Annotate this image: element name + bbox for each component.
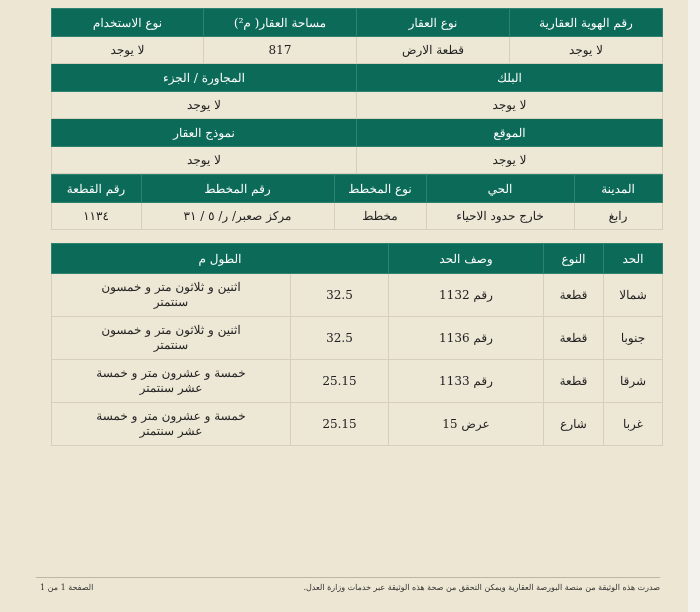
value-row: لا يوجد لا يوجد bbox=[51, 91, 663, 119]
footer-divider bbox=[36, 577, 660, 578]
boundary-length: 32.5 bbox=[290, 273, 389, 317]
value-row: لا يوجد قطعة الارض 817 لا يوجد bbox=[51, 36, 663, 64]
header-cell: نوع الاستخدام bbox=[51, 8, 204, 37]
footer-note: صدرت هذه الوثيقة من منصة البورصة العقاري… bbox=[303, 583, 660, 592]
boundary-length: 25.15 bbox=[290, 402, 389, 446]
boundary-desc: رقم 1132 bbox=[388, 273, 544, 317]
boundary-length-text: خمسة و عشرون متر و خمسة عشر سنتمتر bbox=[51, 359, 291, 403]
value-cell: لا يوجد bbox=[356, 146, 663, 174]
boundary-type: قطعة bbox=[543, 316, 604, 360]
location-table: المدينة الحي نوع المخطط رقم المخطط رقم ا… bbox=[50, 174, 663, 230]
boundary-type: قطعة bbox=[543, 273, 604, 317]
header-cell: الطول م bbox=[51, 243, 389, 274]
header-row: رقم الهوية العقارية نوع العقار مساحة الع… bbox=[51, 8, 663, 37]
boundary-length: 25.15 bbox=[290, 359, 389, 403]
boundary-row: جنوبا قطعة رقم 1136 32.5 اثنين و ثلاثون متر … bbox=[51, 316, 663, 360]
header-cell: رقم القطعة bbox=[50, 174, 142, 203]
value-row: رابغ خارج حدود الاحياء مخطط مركز صعبر/ ر… bbox=[50, 202, 663, 230]
header-row: الحد النوع وصف الحد الطول م bbox=[51, 243, 663, 274]
header-cell: رقم الهوية العقارية bbox=[509, 8, 663, 37]
value-row: لا يوجد لا يوجد bbox=[51, 146, 663, 174]
boundaries-table: الحد النوع وصف الحد الطول م شمالا قطعة رقم… bbox=[51, 243, 663, 446]
boundary-type: قطعة bbox=[543, 359, 604, 403]
boundary-row: شمالا قطعة رقم 1132 32.5 اثنين و ثلاثون متر … bbox=[51, 273, 663, 317]
header-cell: مساحة العقار( م²) bbox=[203, 8, 357, 37]
boundary-desc: عرض 15 bbox=[388, 402, 544, 446]
header-cell: الحد bbox=[603, 243, 663, 274]
page-edge bbox=[688, 0, 700, 612]
header-row: المدينة الحي نوع المخطط رقم المخطط رقم ا… bbox=[50, 174, 663, 203]
header-cell: الحي bbox=[425, 174, 575, 203]
boundary-side: شرقا bbox=[603, 359, 663, 403]
boundary-desc: رقم 1133 bbox=[388, 359, 544, 403]
property-info-table: رقم الهوية العقارية نوع العقار مساحة الع… bbox=[50, 8, 663, 230]
header-cell: نوع المخطط bbox=[333, 174, 427, 203]
header-cell: المجاورة / الجزء bbox=[51, 63, 357, 92]
boundary-row: شرقا قطعة رقم 1133 25.15 خمسة و عشرون متر و … bbox=[51, 359, 663, 403]
boundary-side: شمالا bbox=[603, 273, 663, 317]
header-cell: الموقع bbox=[356, 118, 663, 147]
boundary-length-text: اثنين و ثلاثون متر و خمسون سنتمتر bbox=[51, 316, 291, 360]
value-cell: رابغ bbox=[573, 202, 663, 230]
value-cell: مخطط bbox=[333, 202, 427, 230]
boundary-length-text: اثنين و ثلاثون متر و خمسون سنتمتر bbox=[51, 273, 291, 317]
boundary-desc: رقم 1136 bbox=[388, 316, 544, 360]
header-cell: المدينة bbox=[573, 174, 663, 203]
value-cell: قطعة الارض bbox=[356, 36, 510, 64]
header-cell: النوع bbox=[543, 243, 604, 274]
header-row: الموقع نموذج العقار bbox=[51, 118, 663, 147]
header-cell: نموذج العقار bbox=[51, 118, 357, 147]
header-cell: رقم المخطط bbox=[140, 174, 335, 203]
value-cell: مركز صعبر/ ر/ ٥ / ٣١ bbox=[140, 202, 335, 230]
header-cell: نوع العقار bbox=[356, 8, 510, 37]
page-number: الصفحة 1 من 1 bbox=[40, 583, 94, 592]
header-row: البلك المجاورة / الجزء bbox=[51, 63, 663, 92]
boundary-length: 32.5 bbox=[290, 316, 389, 360]
value-cell: لا يوجد bbox=[51, 91, 357, 119]
value-cell: 817 bbox=[203, 36, 357, 64]
value-cell: خارج حدود الاحياء bbox=[425, 202, 575, 230]
boundary-side: جنوبا bbox=[603, 316, 663, 360]
value-cell: لا يوجد bbox=[509, 36, 663, 64]
value-cell: لا يوجد bbox=[356, 91, 663, 119]
boundary-length-text: خمسة و عشرون متر و خمسة عشر سنتمتر bbox=[51, 402, 291, 446]
header-cell: وصف الحد bbox=[388, 243, 544, 274]
boundary-row: غربا شارع عرض 15 25.15 خمسة و عشرون متر و خم… bbox=[51, 402, 663, 446]
value-cell: لا يوجد bbox=[51, 146, 357, 174]
value-cell: لا يوجد bbox=[51, 36, 204, 64]
header-cell: البلك bbox=[356, 63, 663, 92]
boundary-type: شارع bbox=[543, 402, 604, 446]
value-cell: ١١٣٤ bbox=[50, 202, 142, 230]
boundary-side: غربا bbox=[603, 402, 663, 446]
